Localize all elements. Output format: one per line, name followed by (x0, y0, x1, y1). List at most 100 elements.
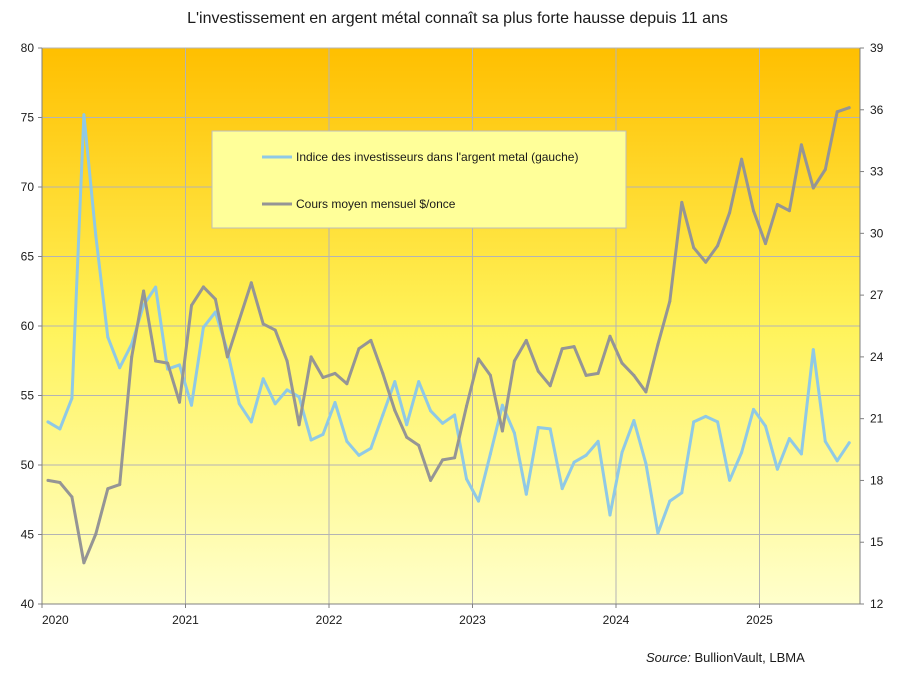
data-point-price (500, 429, 504, 433)
data-point-investors (429, 409, 433, 413)
data-point-price (560, 347, 564, 351)
data-point-price (225, 355, 229, 359)
right-axis-ticks: 12 15 18 21 24 27 30 33 36 39 (860, 41, 884, 611)
data-point-investors (536, 426, 540, 429)
data-point-investors (201, 325, 205, 329)
data-point-price (752, 209, 755, 213)
data-point-investors (524, 492, 528, 496)
data-point-price (405, 435, 409, 439)
data-point-investors (680, 491, 684, 495)
data-point-price (644, 390, 648, 394)
data-point-price (632, 373, 636, 377)
data-point-investors (297, 395, 301, 399)
data-point-investors (453, 413, 457, 417)
data-point-investors (728, 478, 732, 482)
data-point-investors (213, 310, 217, 314)
data-point-investors (560, 487, 564, 491)
series-line-price (46, 106, 851, 565)
data-point-price (656, 343, 660, 346)
data-point-price (273, 328, 277, 332)
data-point-price (680, 200, 684, 204)
data-point-price (847, 106, 851, 110)
series-line-investors (46, 113, 851, 535)
data-point-investors (46, 420, 50, 424)
data-point-investors (596, 439, 600, 443)
data-point-price (704, 260, 708, 264)
data-point-price (321, 376, 325, 379)
data-point-price (261, 322, 265, 326)
right-tick-label: 30 (870, 226, 884, 240)
data-point-investors (309, 438, 313, 442)
data-point-price (70, 495, 74, 499)
data-point-investors (237, 402, 241, 406)
data-point-price (668, 299, 672, 303)
x-tick-label: 2025 (746, 613, 773, 627)
x-tick-label: 2020 (42, 613, 69, 627)
data-point-price (728, 211, 732, 215)
data-point-investors (787, 437, 791, 441)
data-point-price (608, 334, 612, 338)
data-point-price (548, 384, 552, 388)
data-point-investors (548, 427, 552, 431)
data-point-investors (381, 413, 385, 417)
data-point-investors (692, 420, 696, 424)
right-tick-label: 36 (870, 103, 884, 117)
data-point-price (692, 246, 696, 250)
data-point-investors (393, 380, 397, 384)
data-point-investors (775, 467, 779, 471)
data-point-price (740, 157, 744, 161)
legend: Indice des investisseurs dans l'argent m… (211, 130, 627, 229)
data-point-investors (799, 452, 803, 456)
series-layer (46, 106, 851, 565)
right-tick-label: 39 (870, 41, 884, 55)
right-tick-label: 12 (870, 597, 884, 611)
data-point-investors (752, 407, 755, 411)
data-point-investors (500, 403, 504, 407)
right-tick-label: 24 (870, 350, 884, 364)
data-point-investors (417, 380, 421, 384)
data-point-price (799, 143, 803, 147)
data-point-price (764, 242, 767, 246)
data-point-investors (764, 424, 767, 428)
data-point-price (417, 443, 421, 447)
left-tick-label: 50 (21, 458, 35, 472)
data-point-price (787, 209, 791, 213)
data-point-investors (118, 366, 122, 370)
data-point-price (166, 361, 170, 365)
data-point-investors (357, 453, 361, 457)
data-point-price (572, 345, 576, 349)
data-point-investors (656, 531, 660, 535)
right-tick-label: 15 (870, 535, 884, 549)
data-point-price (381, 371, 385, 375)
data-point-price (190, 303, 193, 307)
data-point-price (584, 373, 588, 377)
data-point-price (488, 373, 492, 377)
data-point-investors (70, 396, 74, 400)
data-point-price (297, 423, 301, 427)
data-point-investors (704, 414, 708, 418)
left-tick-label: 55 (21, 389, 35, 403)
data-point-investors (465, 477, 468, 481)
right-tick-label: 21 (870, 412, 884, 426)
x-tick-label: 2024 (603, 613, 630, 627)
x-axis-ticks: 2020 2021 2022 2023 2024 2025 (41, 604, 773, 627)
data-point-price (536, 369, 540, 373)
data-point-price (309, 355, 313, 359)
left-tick-label: 60 (21, 319, 35, 333)
data-point-investors (620, 451, 624, 454)
data-point-investors (261, 377, 265, 381)
data-point-investors (572, 460, 576, 464)
data-point-investors (632, 419, 636, 422)
data-point-investors (285, 388, 289, 392)
data-point-price (237, 318, 241, 322)
source-text: BullionVault, LBMA (694, 650, 805, 665)
left-tick-label: 40 (21, 597, 35, 611)
data-point-price (512, 359, 516, 363)
data-point-price (453, 456, 457, 460)
left-tick-label: 70 (21, 180, 35, 194)
data-point-price (524, 338, 528, 342)
data-point-investors (321, 432, 325, 436)
data-point-investors (477, 499, 480, 503)
data-point-investors (441, 421, 445, 425)
